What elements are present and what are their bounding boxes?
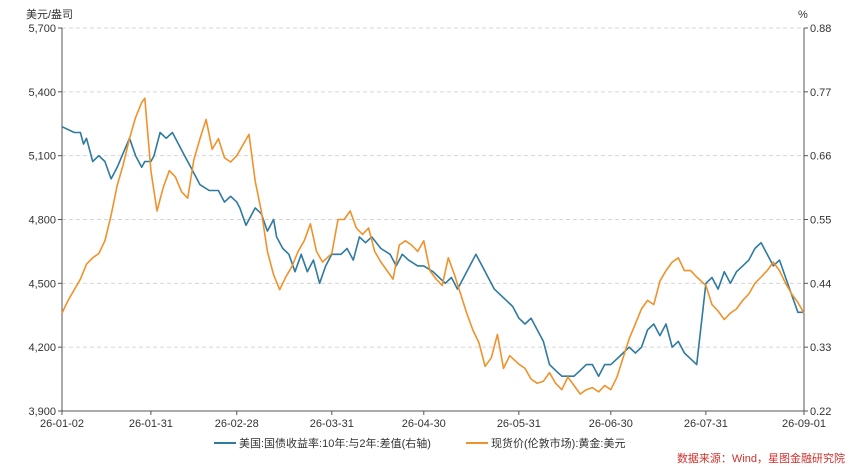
legend-label-gold: 现货价(伦敦市场):黄金:美元 [491,436,625,450]
x-tick-label: 26-05-31 [497,418,541,430]
legend-label-spread: 美国:国债收益率:10年:与2年:差值(右轴) [239,436,431,450]
x-tick-label: 26-09-01 [782,418,826,430]
left-tick-label: 5,400 [28,87,56,99]
left-axis: 3,900 4,200 4,500 4,800 5,100 5,400 5,700 [28,23,63,418]
x-axis: 26-01-02 26-01-31 26-02-28 26-03-31 26-04-30… [40,410,826,430]
left-unit-label: 美元/盎司 [26,7,73,21]
right-tick-label: 0.88 [810,23,831,35]
x-tick-label: 26-04-30 [402,418,446,430]
left-tick-label: 5,100 [28,151,56,163]
series-line-spread [61,125,804,378]
x-tick-label: 26-01-31 [129,418,173,430]
right-tick-label: 0.66 [810,151,831,163]
x-tick-label: 26-06-30 [589,418,633,430]
right-tick-label: 0.77 [810,87,831,99]
right-axis: 0.22 0.33 0.44 0.55 0.66 0.77 0.88 [803,23,831,418]
source-note: 数据来源：Wind，星图金融研究院 [676,453,845,465]
right-tick-label: 0.33 [810,342,831,354]
left-tick-label: 4,200 [28,342,56,354]
x-tick-label: 26-02-28 [215,418,259,430]
series-lines [61,97,805,395]
left-tick-label: 3,900 [28,406,56,418]
left-tick-label: 5,700 [28,23,56,35]
right-unit-label: % [798,9,808,21]
grid-lines [62,27,804,348]
right-tick-label: 0.44 [810,278,831,290]
x-tick-label: 26-01-02 [40,418,84,430]
left-tick-label: 4,500 [28,278,56,290]
x-tick-label: 26-03-31 [310,418,354,430]
right-tick-label: 0.55 [810,215,831,227]
legend: 美国:国债收益率:10年:与2年:差值(右轴) 现货价(伦敦市场):黄金:美元 [214,436,625,450]
left-tick-label: 4,800 [28,215,56,227]
x-tick-label: 26-07-31 [684,418,728,430]
series-line-gold [61,97,805,395]
right-tick-label: 0.22 [810,406,831,418]
